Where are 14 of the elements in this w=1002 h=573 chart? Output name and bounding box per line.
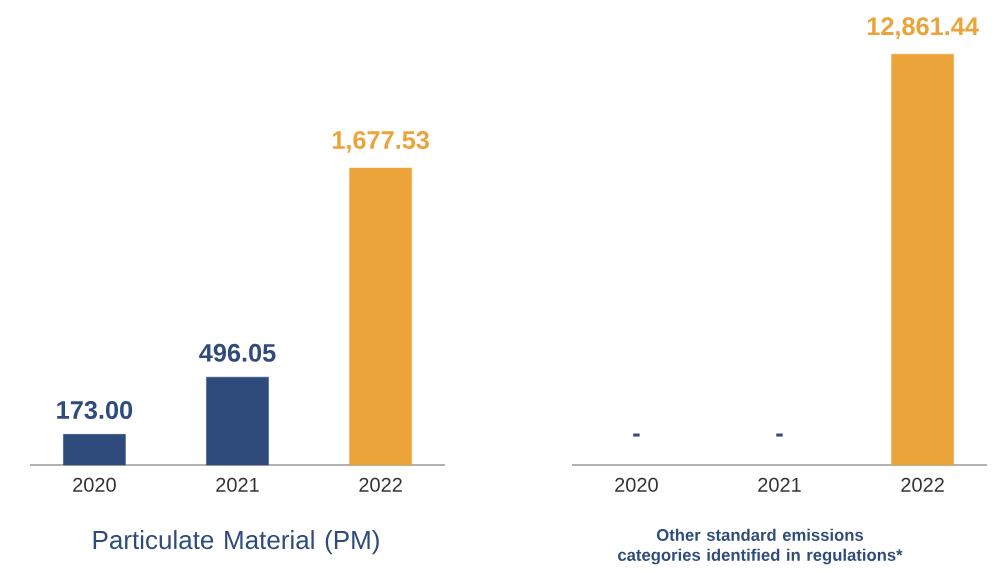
x-tick-label: 2021: [758, 477, 801, 492]
x-tick-label: 2021: [216, 477, 259, 492]
data-label: 496.05: [199, 343, 276, 362]
data-label: 12,861.44: [867, 17, 979, 39]
text: Particulate Material (PM): [93, 530, 379, 555]
data-label: 1,677.53: [332, 131, 429, 153]
x-tick-label: 2020: [615, 477, 658, 492]
x-tick-label: 2020: [73, 477, 116, 492]
x-tick-label: 2022: [359, 477, 402, 492]
text: -: [776, 433, 783, 437]
text: -: [633, 433, 640, 437]
data-label: 173.00: [57, 401, 133, 419]
text: Other standard emissions categories identified in regulations*: [618, 528, 903, 565]
x-tick-label: 2022: [901, 477, 944, 492]
